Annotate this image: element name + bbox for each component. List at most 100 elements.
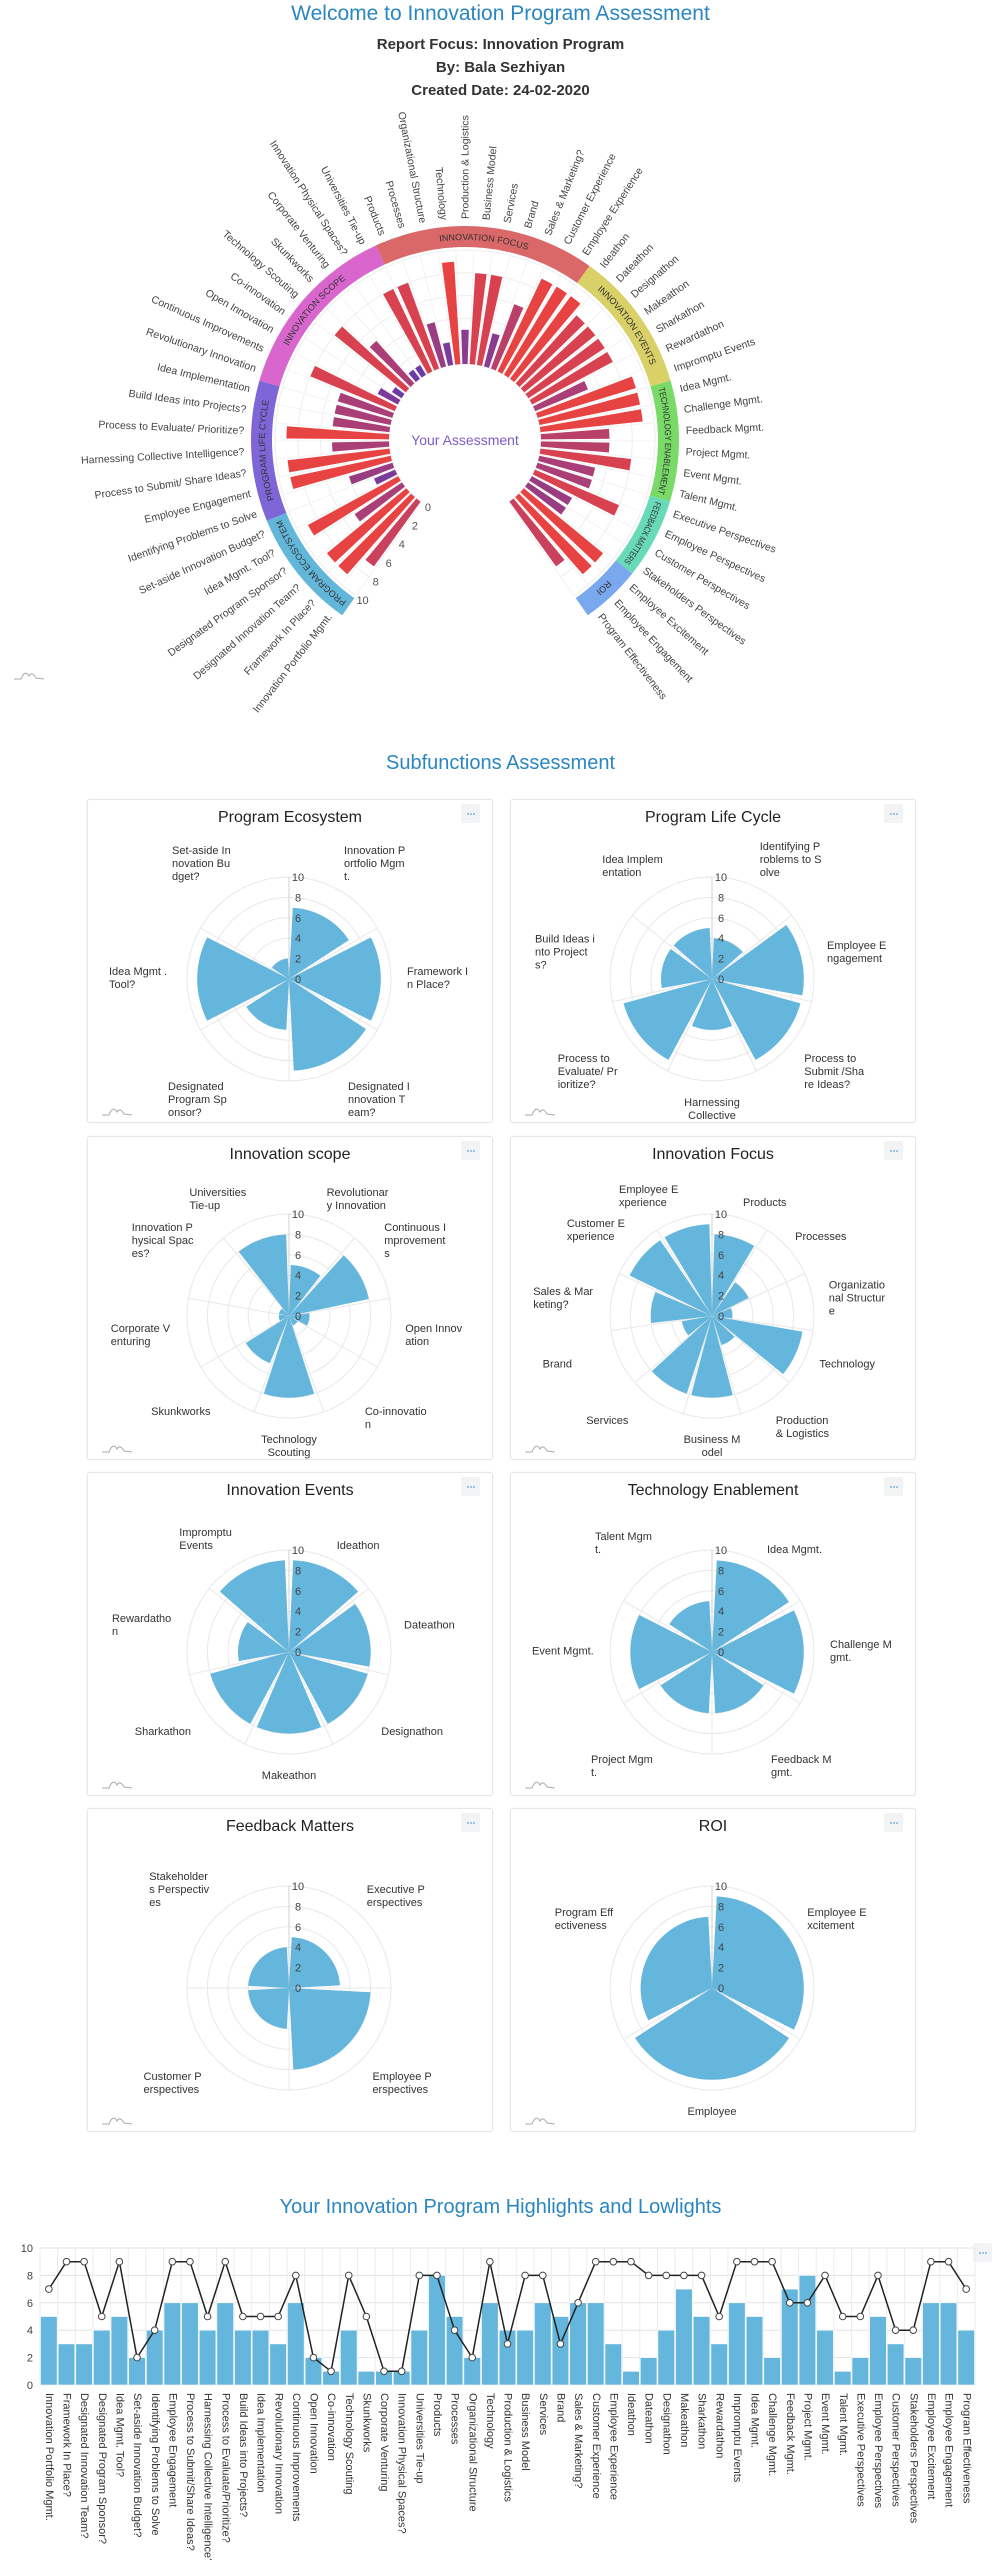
polar-bar[interactable] xyxy=(248,1947,289,1988)
bar[interactable] xyxy=(516,2329,534,2386)
line-point[interactable] xyxy=(45,2285,53,2293)
bar[interactable] xyxy=(939,2302,958,2386)
bar[interactable] xyxy=(798,2275,817,2386)
radial-bar[interactable] xyxy=(538,455,596,477)
bar[interactable] xyxy=(551,2316,570,2386)
polar-bar[interactable] xyxy=(279,1308,289,1316)
polar-bar[interactable] xyxy=(271,958,289,979)
radial-bar[interactable] xyxy=(540,441,610,453)
polar-bar[interactable] xyxy=(289,907,349,979)
polar-bar[interactable] xyxy=(256,1652,322,1734)
radial-bar[interactable] xyxy=(497,278,553,374)
bar[interactable] xyxy=(181,2302,199,2386)
polar-bar[interactable] xyxy=(661,949,712,989)
line-point[interactable] xyxy=(944,2257,953,2266)
chart-logo-icon[interactable] xyxy=(102,2113,132,2125)
radial-bar[interactable] xyxy=(334,404,392,425)
chart-logo-icon[interactable] xyxy=(525,2113,555,2125)
line-point[interactable] xyxy=(927,2257,935,2266)
line-point[interactable] xyxy=(627,2257,635,2266)
radial-bar[interactable] xyxy=(539,448,632,471)
bar[interactable] xyxy=(287,2302,305,2386)
bar[interactable] xyxy=(763,2357,781,2386)
polar-bar[interactable] xyxy=(289,1316,298,1326)
line-point[interactable] xyxy=(274,2312,282,2321)
bar[interactable] xyxy=(922,2302,940,2386)
line-point[interactable] xyxy=(133,2353,141,2362)
radial-bar[interactable] xyxy=(426,322,447,368)
bar[interactable] xyxy=(463,2357,481,2386)
radial-bar[interactable] xyxy=(354,482,405,522)
polar-bar[interactable] xyxy=(278,1314,289,1321)
radial-bar[interactable] xyxy=(310,365,397,412)
radial-bar[interactable] xyxy=(442,342,454,366)
line-point[interactable] xyxy=(309,2353,318,2362)
radial-bar[interactable] xyxy=(510,296,581,383)
bar[interactable] xyxy=(622,2371,640,2386)
radial-bar[interactable] xyxy=(461,329,469,365)
radial-bar[interactable] xyxy=(415,364,427,378)
line-point[interactable] xyxy=(362,2312,371,2321)
polar-bar[interactable] xyxy=(712,1896,804,2030)
radial-bar[interactable] xyxy=(540,428,610,440)
radial-bar[interactable] xyxy=(536,376,636,418)
line-point[interactable] xyxy=(891,2326,900,2334)
polar-bar[interactable] xyxy=(623,979,712,1060)
polar-bar[interactable] xyxy=(712,1282,749,1316)
polar-bar[interactable] xyxy=(651,1316,712,1394)
line-point[interactable] xyxy=(697,2271,706,2280)
line-point[interactable] xyxy=(221,2257,230,2266)
radial-bar[interactable] xyxy=(290,455,392,490)
radial-bar[interactable] xyxy=(509,498,565,567)
line-point[interactable] xyxy=(344,2271,353,2280)
polar-bar[interactable] xyxy=(712,1308,733,1319)
radial-bar[interactable] xyxy=(539,409,643,433)
polar-bar[interactable] xyxy=(635,1988,789,2080)
polar-bar[interactable] xyxy=(712,1316,803,1375)
polar-bar[interactable] xyxy=(629,1240,712,1316)
radial-bar[interactable] xyxy=(391,387,405,399)
polar-bar[interactable] xyxy=(210,1652,289,1724)
line-point[interactable] xyxy=(680,2271,688,2280)
bar[interactable] xyxy=(886,2343,905,2386)
line-point[interactable] xyxy=(715,2312,723,2321)
line-point[interactable] xyxy=(733,2257,741,2266)
polar-bar[interactable] xyxy=(289,1988,371,2070)
line-point[interactable] xyxy=(644,2271,653,2280)
radial-bar[interactable] xyxy=(332,417,391,433)
radial-bar[interactable] xyxy=(349,462,395,485)
line-point[interactable] xyxy=(556,2340,565,2348)
card-menu-button[interactable] xyxy=(461,1477,480,1496)
bar[interactable] xyxy=(710,2343,728,2386)
line-point[interactable] xyxy=(768,2257,776,2266)
radial-bar[interactable] xyxy=(515,493,592,575)
polar-bar[interactable] xyxy=(289,1604,371,1667)
bar[interactable] xyxy=(57,2343,76,2386)
radial-bar[interactable] xyxy=(286,426,390,440)
polar-bar[interactable] xyxy=(238,1234,289,1316)
bar[interactable] xyxy=(40,2316,58,2386)
line-point[interactable] xyxy=(468,2353,477,2362)
radial-bar[interactable] xyxy=(374,469,398,485)
line-point[interactable] xyxy=(327,2367,335,2376)
bar[interactable] xyxy=(692,2316,711,2386)
radial-bar[interactable] xyxy=(520,326,596,393)
card-menu-button[interactable] xyxy=(461,804,480,823)
radial-bar[interactable] xyxy=(503,286,567,378)
radial-bar[interactable] xyxy=(525,482,566,515)
polar-bar[interactable] xyxy=(238,1622,289,1662)
polar-bar[interactable] xyxy=(712,1316,735,1346)
bar[interactable] xyxy=(816,2329,834,2386)
bar[interactable] xyxy=(781,2288,799,2386)
chart-logo-icon[interactable] xyxy=(525,1441,555,1453)
polar-bar[interactable] xyxy=(712,1610,804,1694)
bar[interactable] xyxy=(498,2329,517,2386)
bar[interactable] xyxy=(269,2343,287,2386)
chart-logo-icon[interactable] xyxy=(102,1777,132,1789)
line-point[interactable] xyxy=(97,2312,106,2321)
line-point[interactable] xyxy=(662,2271,671,2280)
line-point[interactable] xyxy=(750,2257,759,2266)
bar[interactable] xyxy=(234,2329,252,2386)
line-point[interactable] xyxy=(874,2271,882,2280)
polar-bar[interactable] xyxy=(289,1313,310,1326)
